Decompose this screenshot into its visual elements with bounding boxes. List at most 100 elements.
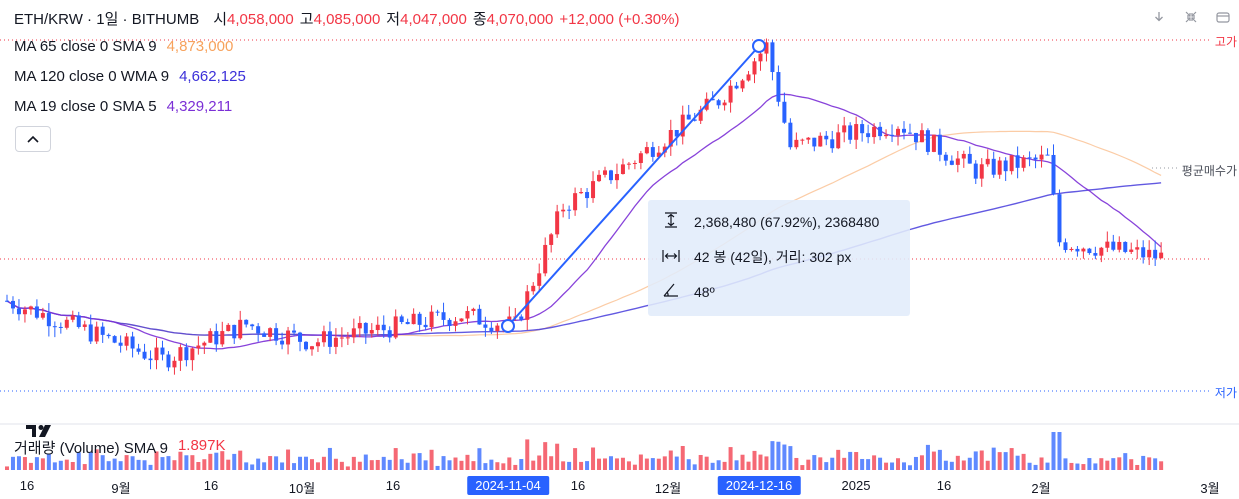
volume-bar [94, 449, 99, 470]
candle-body [124, 336, 129, 346]
volume-bar [309, 459, 314, 470]
candle-body [579, 192, 584, 194]
volume-bar [1021, 453, 1026, 470]
candle-body [10, 300, 15, 309]
low-value: 4,047,000 [400, 11, 467, 28]
candle-body [734, 85, 739, 89]
volume-bar [1117, 457, 1122, 470]
volume-bar [788, 446, 793, 470]
volume-bar [58, 460, 63, 470]
candle-body [519, 316, 524, 320]
candle-body [471, 308, 476, 311]
volume-bar [824, 462, 829, 470]
volume-bar [896, 458, 901, 470]
candle-body [1141, 247, 1146, 258]
volume-bar [196, 462, 201, 470]
candle-body [447, 319, 452, 326]
candle-body [973, 163, 978, 179]
volume-bar [208, 453, 213, 470]
volume-bar [118, 461, 123, 470]
candle-body [818, 135, 823, 147]
volume-bar [411, 453, 416, 470]
candle-body [603, 170, 607, 175]
candle-body [250, 324, 255, 327]
candle-body [925, 130, 930, 152]
measure-bars-text: 42 봉 (42일), 거리: 302 px [694, 249, 852, 265]
volume-bar [842, 457, 847, 470]
volume-bar [608, 456, 613, 470]
candle-body [979, 164, 984, 179]
volume-bar [160, 457, 165, 470]
volume-bar [148, 464, 153, 470]
candle-body [1117, 241, 1122, 250]
candle-body [28, 306, 33, 310]
candle-body [214, 331, 219, 345]
measure-end-handle[interactable] [752, 39, 766, 53]
indicator-ma65[interactable]: MA 65 close 0 SMA 9 4,873,000 [14, 38, 233, 55]
candle-body [130, 336, 135, 349]
measure-line[interactable] [507, 45, 760, 327]
volume-bar [1045, 462, 1050, 470]
volume-bar [543, 442, 548, 470]
volume-bar [40, 458, 45, 470]
candle-body [244, 319, 249, 325]
volume-bar [34, 457, 39, 470]
candle-body [913, 132, 918, 143]
candle-body [1051, 154, 1056, 195]
open-label: 시 [213, 11, 228, 28]
volume-bar [573, 448, 578, 470]
fullscreen-collapse-icon[interactable] [1178, 6, 1204, 28]
collapse-legend-button[interactable] [15, 126, 51, 152]
volume-bar [698, 454, 703, 470]
candle-body [1081, 248, 1086, 252]
volume-bar [280, 462, 285, 470]
candle-body [632, 163, 637, 165]
candle-body [1003, 160, 1008, 172]
volume-bar [244, 462, 249, 470]
indicator-name: MA 19 close 0 SMA 5 [14, 98, 157, 115]
volume-bar [220, 451, 225, 470]
candle-body [1033, 157, 1038, 160]
symbol-title[interactable]: ETH/KRW · 1일 · BITHUMB [14, 11, 200, 28]
candle-body [794, 139, 799, 148]
indicator-ma19[interactable]: MA 19 close 0 SMA 5 4,329,211 [14, 98, 232, 115]
measure-start-handle[interactable] [501, 319, 515, 333]
volume-bar [256, 458, 261, 470]
volume-bar [890, 462, 895, 470]
volume-bar [345, 466, 350, 470]
angle-icon [662, 283, 680, 300]
candle-body [429, 311, 434, 328]
download-icon[interactable] [1146, 6, 1172, 28]
candle-body [286, 330, 291, 345]
volume-bar [286, 449, 291, 470]
volume-bar [435, 465, 440, 470]
candle-body [537, 273, 542, 286]
volume-value: 1.897K [177, 437, 226, 454]
candle-body [961, 153, 966, 159]
volume-bar [513, 464, 518, 470]
candle-body [860, 124, 865, 134]
candle-body [46, 313, 51, 327]
volume-legend[interactable]: 거래량 (Volume) SMA 9 1.897K [14, 437, 226, 458]
volume-bar [46, 454, 51, 470]
candle-body [16, 308, 21, 315]
volume-bar [1039, 457, 1044, 470]
volume-bar [902, 462, 906, 470]
volume-bar [872, 455, 877, 470]
volume-bar [130, 456, 135, 470]
candle-body [94, 326, 99, 342]
x-label: 16 [385, 478, 401, 493]
candle-body [387, 330, 392, 338]
indicator-ma120[interactable]: MA 120 close 0 WMA 9 4,662,125 [14, 68, 246, 85]
candle-body [423, 324, 428, 328]
indicator-name: MA 65 close 0 SMA 9 [14, 38, 157, 55]
volume-bar [1135, 464, 1140, 470]
candle-body [40, 313, 45, 318]
close-value: 4,070,000 [486, 11, 554, 28]
candle-body [363, 322, 368, 334]
restore-window-icon[interactable] [1210, 6, 1236, 28]
candle-body [405, 322, 410, 325]
volume-bar [734, 460, 739, 470]
candle-body [100, 326, 105, 335]
